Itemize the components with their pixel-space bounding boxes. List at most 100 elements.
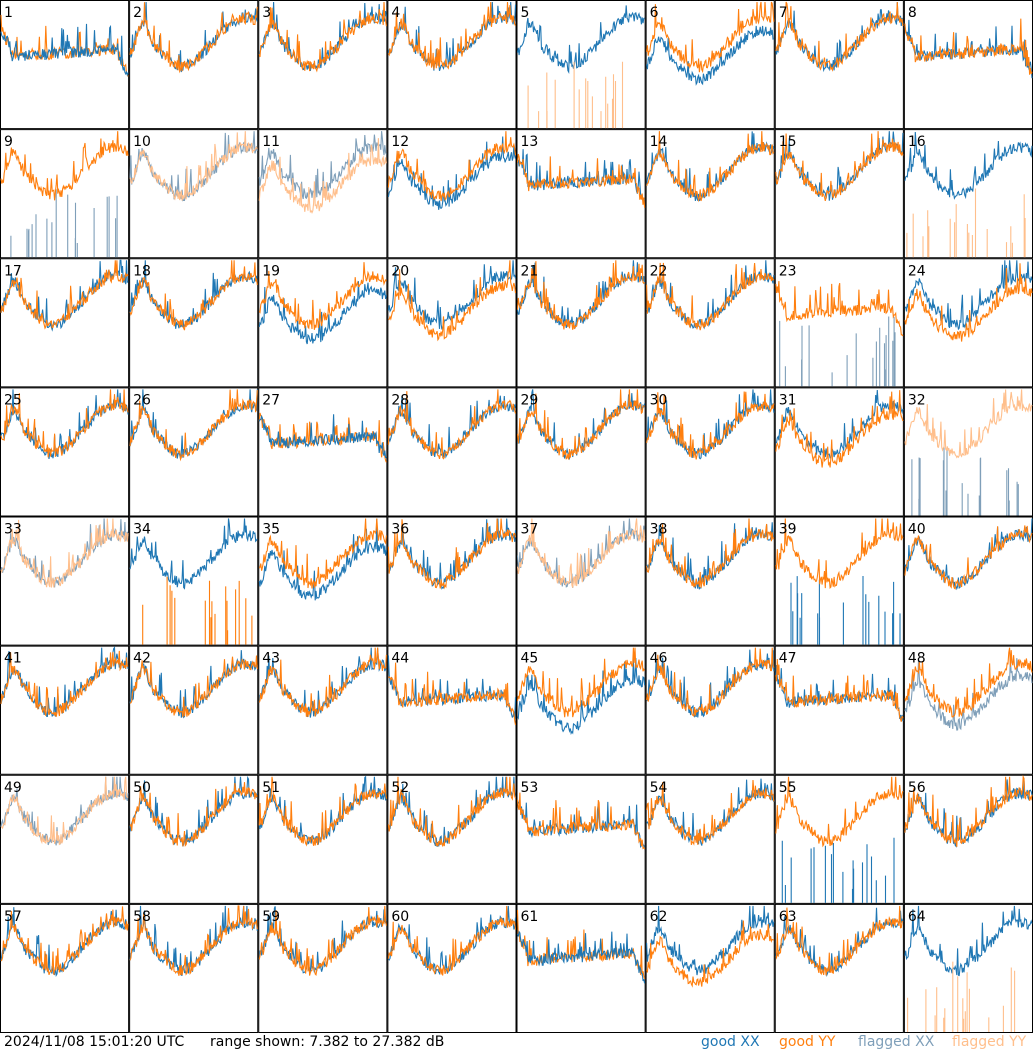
antenna-tile-2: 2 <box>129 0 259 130</box>
series-yy-line <box>258 776 387 847</box>
antenna-tile-29: 29 <box>516 387 646 517</box>
antenna-tile-47: 47 <box>774 645 904 775</box>
tile-label: 11 <box>262 134 280 150</box>
series-yy-line <box>516 389 645 460</box>
tile-label: 58 <box>133 909 151 925</box>
tile-label: 44 <box>391 651 409 667</box>
series-xx-line <box>0 389 129 459</box>
tile-label: 53 <box>521 780 539 796</box>
tile-label: 19 <box>262 263 280 279</box>
antenna-tile-23: 23 <box>774 258 904 388</box>
series-yy-line <box>387 1 517 70</box>
tile-label: 33 <box>4 522 22 538</box>
antenna-tile-25: 25 <box>0 387 130 517</box>
tile-label: 7 <box>779 5 788 21</box>
legend-good-yy: good YY <box>779 1034 836 1050</box>
tile-frame <box>258 387 388 517</box>
antenna-tile-34: 34 <box>129 516 259 646</box>
tile-frame <box>387 645 517 775</box>
series-yy-line <box>129 905 258 976</box>
tile-frame <box>0 0 130 130</box>
tile-label: 21 <box>521 263 539 279</box>
tile-label: 41 <box>4 651 22 667</box>
tile-frame <box>516 774 646 904</box>
series-yy-line <box>527 61 624 129</box>
tile-label: 54 <box>650 780 668 796</box>
series-yy-line <box>646 518 775 588</box>
tile-label: 43 <box>262 651 280 667</box>
series-xx-line <box>258 281 387 345</box>
tile-label: 48 <box>908 651 926 667</box>
tile-frame <box>258 0 388 130</box>
tile-label: 55 <box>779 780 797 796</box>
series-yy-line <box>258 905 387 976</box>
antenna-tile-26: 26 <box>129 387 259 517</box>
tile-label: 16 <box>908 134 926 150</box>
series-yy-line <box>258 1 387 73</box>
tile-label: 23 <box>779 263 797 279</box>
tile-label: 37 <box>521 522 539 538</box>
antenna-tile-43: 43 <box>258 645 388 775</box>
tile-label: 49 <box>4 780 22 796</box>
antenna-tile-45: 45 <box>516 645 646 775</box>
antenna-tile-44: 44 <box>387 645 517 775</box>
tile-frame <box>774 516 904 646</box>
series-yy-line <box>129 389 258 462</box>
antenna-tile-42: 42 <box>129 645 259 775</box>
tile-label: 34 <box>133 522 151 538</box>
series-xx-line <box>0 646 129 718</box>
series-yy-line <box>646 1 775 74</box>
antenna-tile-27: 27 <box>258 387 388 517</box>
series-yy-line <box>516 647 646 718</box>
tile-label: 17 <box>4 263 22 279</box>
tile-label: 38 <box>650 522 668 538</box>
series-yy-line <box>129 655 258 718</box>
antenna-tile-63: 63 <box>774 903 904 1033</box>
series-xx-line <box>258 1 387 71</box>
antenna-tile-7: 7 <box>774 0 904 130</box>
series-yy-line <box>646 920 775 988</box>
series-yy-line <box>906 188 1026 258</box>
series-xx-line <box>516 260 646 329</box>
series-xx-line <box>790 576 901 645</box>
series-yy-line <box>258 262 387 330</box>
series-yy-line <box>904 647 1033 718</box>
antenna-tile-61: 61 <box>516 903 646 1033</box>
series-yy-line <box>775 281 904 337</box>
antenna-tile-60: 60 <box>387 903 517 1033</box>
antenna-tile-52: 52 <box>387 774 517 904</box>
footer: 2024/11/08 15:01:20 UTC range shown: 7.3… <box>0 1033 1033 1053</box>
antenna-tile-46: 46 <box>645 645 775 775</box>
antenna-tile-5: 5 <box>516 0 646 130</box>
series-yy-line <box>388 662 517 726</box>
antenna-tile-36: 36 <box>387 516 517 646</box>
series-xx-line <box>387 136 517 210</box>
series-yy-line <box>0 650 129 717</box>
series-yy-line <box>387 905 517 976</box>
antenna-tile-17: 17 <box>0 258 130 388</box>
legend-flagged-yy: flagged YY <box>952 1034 1027 1050</box>
antenna-tile-12: 12 <box>387 129 517 259</box>
series-yy-line <box>0 131 129 201</box>
tile-label: 18 <box>133 263 151 279</box>
tile-label: 57 <box>4 909 22 925</box>
series-yy-line <box>775 131 904 202</box>
antenna-tile-57: 57 <box>0 903 130 1033</box>
antenna-tile-51: 51 <box>258 774 388 904</box>
tile-label: 9 <box>4 134 13 150</box>
series-xx-line <box>387 395 517 459</box>
antenna-tile-16: 16 <box>903 129 1033 259</box>
series-yy-line <box>775 518 904 590</box>
tile-label: 47 <box>779 651 797 667</box>
series-yy-line <box>904 525 1033 590</box>
tile-frame <box>774 258 904 388</box>
series-yy-line <box>516 792 646 850</box>
series-yy-line <box>775 905 903 976</box>
antenna-tile-14: 14 <box>645 129 775 259</box>
series-yy-line <box>646 131 775 203</box>
series-xx-line <box>779 316 896 387</box>
series-yy-line <box>904 389 1033 459</box>
series-yy-line <box>258 647 387 717</box>
series-yy-line <box>775 390 904 468</box>
tile-label: 29 <box>521 392 539 408</box>
